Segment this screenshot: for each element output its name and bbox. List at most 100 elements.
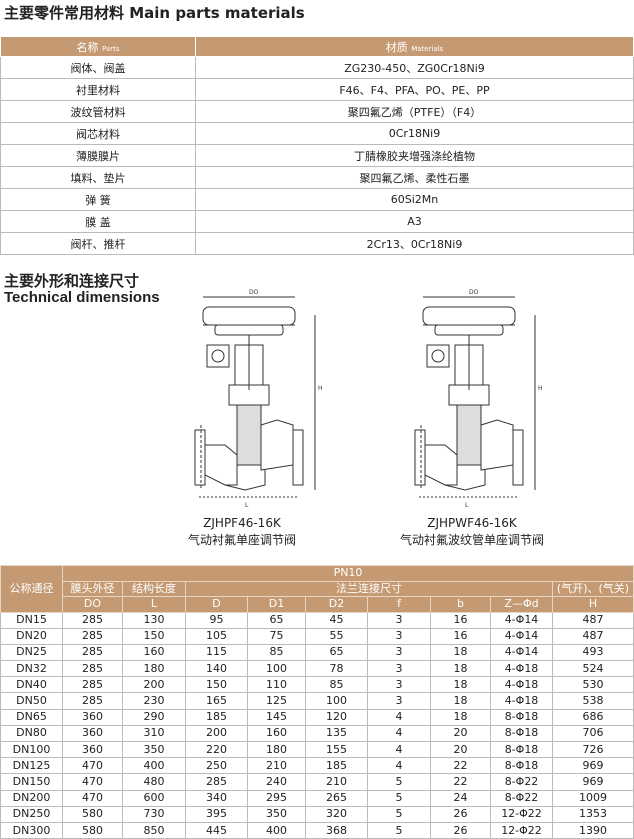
dimension-cell: 20	[430, 724, 491, 743]
dimension-row: DN65 360 290 185 145 120 4 18 8-Φ18 686	[0, 708, 634, 726]
dimension-cell: 320	[305, 805, 368, 823]
column-header: D2	[305, 596, 368, 613]
dimension-cell: 230	[122, 692, 186, 710]
dimension-cell: 26	[430, 805, 491, 823]
dimension-cell: 5	[367, 821, 431, 839]
dimension-cell: 18	[430, 676, 491, 694]
dimension-cell: 210	[305, 773, 368, 791]
dimension-cell: 290	[122, 708, 186, 726]
materials-cell: 0Cr18Ni9	[195, 122, 634, 145]
dimension-cell: 145	[247, 708, 306, 726]
dimension-cell: 360	[62, 740, 123, 759]
dim-label: DO	[249, 289, 259, 296]
dimension-cell: 95	[185, 611, 248, 629]
dimension-cell: 1353	[552, 805, 634, 823]
materials-row: 波纹管材料 聚四氟乙烯（PTFE）（F4）	[0, 100, 634, 123]
dimension-cell: DN250	[0, 805, 63, 823]
dimension-cell: DN150	[0, 773, 63, 791]
dimension-cell: DN100	[0, 740, 63, 759]
materials-cell: ZG230-450、ZG0Cr18Ni9	[195, 56, 634, 79]
dimension-cell: 445	[185, 821, 248, 839]
header-en: Materials	[411, 44, 444, 53]
dimension-cell: DN200	[0, 789, 63, 807]
dimension-cell: 360	[62, 708, 123, 726]
header-cell: 公称通径	[0, 565, 63, 613]
diagram-name: 气动衬氟波纹管单座调节阀	[399, 533, 544, 547]
dimension-cell: 22	[430, 757, 491, 775]
dimension-cell: 310	[122, 724, 186, 743]
dimension-row: DN25 285 160 115 85 65 3 18 4-Φ14 493	[0, 643, 634, 662]
column-header: H	[552, 596, 634, 613]
dimension-cell: 295	[247, 789, 306, 807]
header-cell: PN10	[62, 565, 634, 582]
dimension-cell: 1390	[552, 821, 634, 839]
dimension-cell: 285	[62, 660, 123, 678]
dimension-cell: 686	[552, 708, 634, 726]
dimension-cell: 4-Φ18	[490, 660, 553, 678]
dimension-cell: 360	[62, 724, 123, 743]
materials-table: 名称 Parts 材质 Materials 阀体、阀盖 ZG230-450、ZG0…	[0, 36, 634, 255]
dimension-cell: 470	[62, 789, 123, 807]
dimension-cell: 200	[185, 724, 248, 743]
dimension-cell: 470	[62, 757, 123, 775]
header-cell: (气开)、(气关)	[552, 580, 634, 597]
dimension-cell: 185	[305, 757, 368, 775]
dimension-cell: DN300	[0, 821, 63, 839]
dimension-row: DN250 580 730 395 350 320 5 26 12-Φ22 1353	[0, 805, 634, 823]
materials-title: 主要零件常用材料 Main parts materials	[4, 4, 305, 22]
dimension-cell: 400	[247, 821, 306, 839]
dimension-cell: 75	[247, 627, 306, 645]
dimension-cell: DN50	[0, 692, 63, 710]
materials-cell: 聚四氟乙烯（PTFE）（F4）	[195, 100, 634, 123]
header-row: 公称通径 PN10	[0, 565, 634, 613]
dimension-cell: 3	[367, 643, 431, 662]
dimension-cell: 110	[247, 676, 306, 694]
dim-label: H	[318, 385, 323, 392]
dimension-cell: 8-Φ18	[490, 724, 553, 743]
header-row: DO L D D1 D2 f b Z—Φd H	[1, 596, 634, 613]
dimension-cell: 210	[247, 757, 306, 775]
materials-cell: 聚四氟乙烯、柔性石墨	[195, 166, 634, 189]
dimension-cell: 18	[430, 692, 491, 710]
dimension-cell: 350	[122, 740, 186, 759]
dim-label: DO	[469, 289, 479, 296]
dimension-cell: 3	[367, 611, 431, 629]
dimension-cell: 3	[367, 676, 431, 694]
dimension-cell: 135	[305, 724, 368, 743]
dimension-cell: 24	[430, 789, 491, 807]
header-cell: 结构长度	[122, 580, 186, 597]
materials-cell: 膜 盖	[0, 210, 196, 233]
header-row: 膜头外径 结构长度 法兰连接尺寸 (气开)、(气关)	[1, 580, 634, 597]
dimension-cell: 150	[122, 627, 186, 645]
column-header: DO	[62, 596, 123, 613]
dimension-cell: 4	[367, 708, 431, 726]
dimension-cell: DN40	[0, 676, 63, 694]
dimension-cell: 524	[552, 660, 634, 678]
dimension-cell: 8-Φ22	[490, 789, 553, 807]
dimension-cell: 340	[185, 789, 248, 807]
dimension-row: DN100 360 350 220 180 155 4 20 8-Φ18 726	[0, 740, 634, 759]
dimension-cell: 85	[305, 676, 368, 694]
dimension-cell: 180	[247, 740, 306, 759]
dimension-cell: 4	[367, 757, 431, 775]
dimension-cell: 240	[247, 773, 306, 791]
dimension-cell: 8-Φ18	[490, 740, 553, 759]
materials-cell: 60Si2Mn	[195, 188, 634, 211]
materials-cell: 弹 簧	[0, 188, 196, 211]
dimension-cell: 150	[185, 676, 248, 694]
dimension-cell: 706	[552, 724, 634, 743]
dimension-cell: 4-Φ14	[490, 643, 553, 662]
dimension-cell: 120	[305, 708, 368, 726]
dimension-cell: 8-Φ18	[490, 708, 553, 726]
dimension-cell: 400	[122, 757, 186, 775]
materials-cell: 衬里材料	[0, 78, 196, 101]
dimension-cell: 78	[305, 660, 368, 678]
dimension-cell: 265	[305, 789, 368, 807]
column-header: D	[185, 596, 248, 613]
dimension-cell: 580	[62, 821, 123, 839]
dimension-cell: DN15	[0, 611, 63, 629]
dimension-cell: 100	[247, 660, 306, 678]
dimension-cell: 16	[430, 611, 491, 629]
dimension-cell: 140	[185, 660, 248, 678]
materials-cell: 2Cr13、0Cr18Ni9	[195, 232, 634, 255]
